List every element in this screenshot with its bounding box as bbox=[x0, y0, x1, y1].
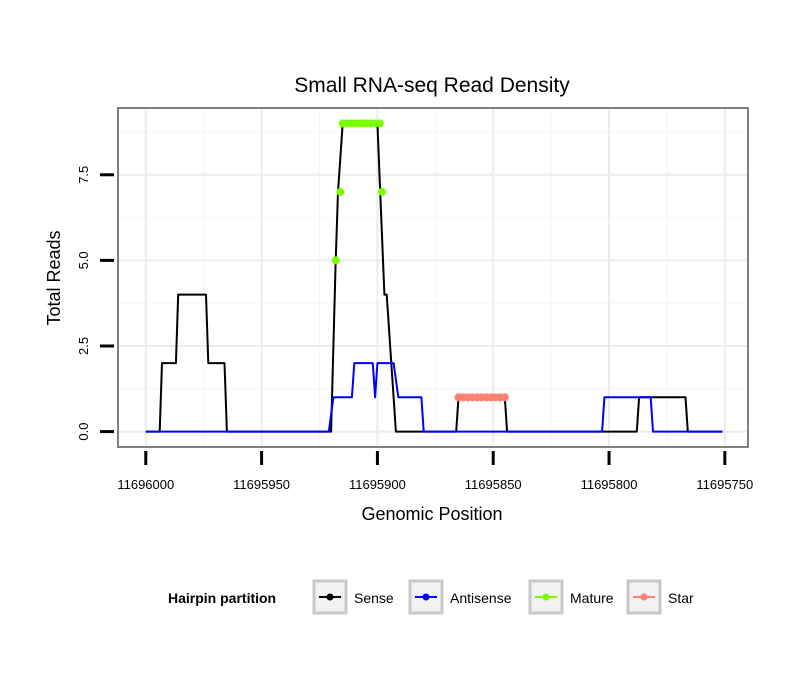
legend-entry-sense: Sense bbox=[312, 579, 394, 615]
mature-point bbox=[336, 187, 345, 196]
x-tick-label: 11695750 bbox=[696, 477, 753, 492]
y-tick-label: 7.5 bbox=[76, 166, 91, 184]
legend-label: Sense bbox=[354, 590, 394, 606]
legend-entries: Sense Antisense Mature Star bbox=[312, 579, 694, 615]
legend-key-point bbox=[640, 593, 648, 601]
y-axis-title: Total Reads bbox=[44, 230, 64, 325]
legend-label: Mature bbox=[570, 590, 614, 606]
x-axis-title: Genomic Position bbox=[361, 504, 502, 524]
legend: Hairpin partition Sense Antisense Mature St… bbox=[168, 579, 694, 615]
x-tick-label: 11695800 bbox=[581, 477, 638, 492]
x-tick-label: 11695950 bbox=[233, 477, 290, 492]
plot-panel bbox=[118, 108, 748, 447]
x-tick-label: 11696000 bbox=[117, 477, 174, 492]
y-tick-label: 0.0 bbox=[76, 423, 91, 441]
legend-title: Hairpin partition bbox=[168, 590, 276, 606]
y-tick-label: 2.5 bbox=[76, 337, 91, 355]
plot-background bbox=[118, 108, 748, 447]
legend-key-point bbox=[326, 593, 334, 601]
x-axis: 11696000 11695950 11695900 11695850 11695800… bbox=[117, 451, 753, 492]
mature-point bbox=[378, 187, 387, 196]
legend-entry-star: Star bbox=[626, 579, 694, 615]
grid-lines bbox=[118, 108, 748, 447]
chart-title: Small RNA-seq Read Density bbox=[294, 74, 570, 97]
x-tick-label: 11695850 bbox=[465, 477, 522, 492]
legend-key-point bbox=[422, 593, 430, 601]
antisense-series-line bbox=[145, 362, 723, 433]
legend-key-point bbox=[542, 593, 550, 601]
mature-point bbox=[375, 119, 384, 128]
y-tick-label: 5.0 bbox=[76, 251, 91, 269]
legend-label: Antisense bbox=[450, 590, 512, 606]
legend-label: Star bbox=[668, 590, 694, 606]
star-point bbox=[500, 393, 509, 402]
y-axis: 0.0 2.5 5.0 7.5 bbox=[76, 166, 114, 441]
plot-border bbox=[117, 107, 749, 448]
legend-entry-mature: Mature bbox=[528, 579, 614, 615]
x-tick-label: 11695900 bbox=[349, 477, 406, 492]
series-points bbox=[331, 119, 509, 402]
legend-entry-antisense: Antisense bbox=[408, 579, 512, 615]
mature-point bbox=[331, 256, 340, 265]
